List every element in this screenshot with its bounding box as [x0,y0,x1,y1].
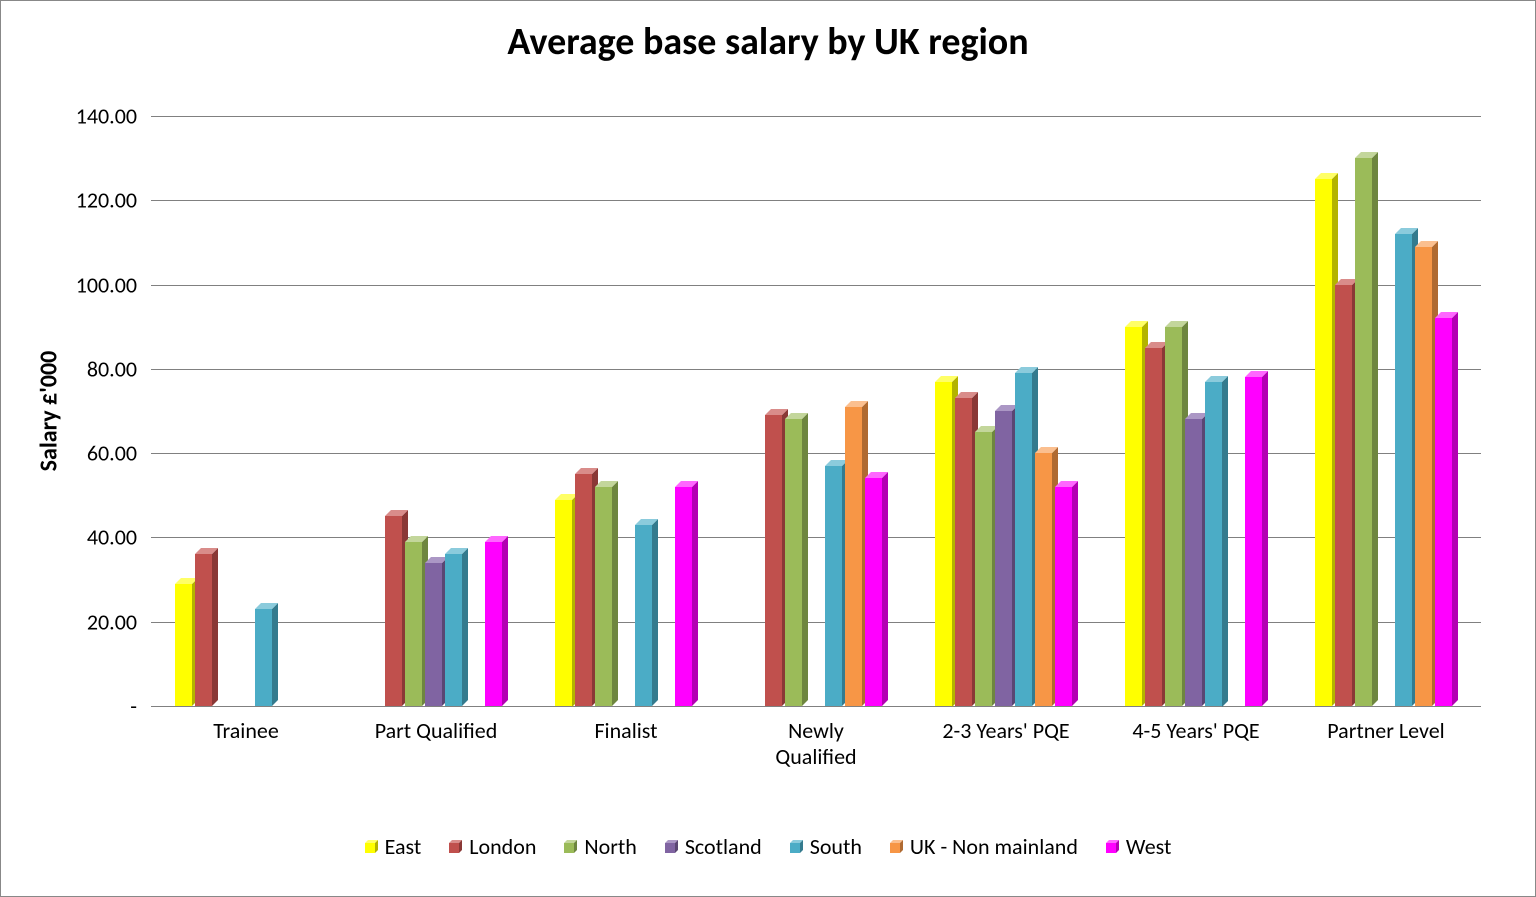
legend-label: UK - Non mainland [910,833,1078,860]
bar [935,382,952,707]
gridline [151,116,1481,117]
bar [1205,382,1222,707]
bar [175,584,192,706]
bar [675,487,692,706]
legend-item: North [564,833,636,860]
bar [485,542,502,706]
bar [1055,487,1072,706]
x-category-label: 2-3 Years' PQE [911,718,1101,744]
legend: East London North Scotland South UK - Non mai… [1,833,1535,860]
bar [1415,247,1432,706]
bar [865,478,882,706]
bar [635,525,652,706]
bar [575,474,592,706]
gridline [151,453,1481,454]
gridline [151,200,1481,201]
legend-swatch [449,840,462,853]
legend-swatch [365,840,378,853]
x-category-label: 4-5 Years' PQE [1101,718,1291,744]
bar [595,487,612,706]
x-category-label: Partner Level [1291,718,1481,744]
legend-label: North [584,833,636,860]
y-tick-label: 120.00 [76,187,137,214]
bar [445,554,462,706]
y-tick-label: 140.00 [76,103,137,130]
y-tick-label: 20.00 [87,608,137,635]
legend-swatch [665,840,678,853]
legend-label: South [810,833,862,860]
bar [825,466,842,706]
y-tick-label: 60.00 [87,440,137,467]
bar [255,609,272,706]
x-category-label: Finalist [531,718,721,744]
bar [955,398,972,706]
bar [995,411,1012,706]
y-tick-label: 40.00 [87,524,137,551]
x-category-label: Part Qualified [341,718,531,744]
gridline [151,537,1481,538]
bar [1335,285,1352,706]
bar [785,419,802,706]
legend-label: East [385,833,422,860]
legend-swatch [564,840,577,853]
legend-item: London [449,833,536,860]
bar [975,432,992,706]
y-tick-label: 100.00 [76,271,137,298]
x-category-label: NewlyQualified [721,718,911,771]
legend-label: West [1126,833,1171,860]
bar [1245,377,1262,706]
bar [1435,318,1452,706]
bar [405,542,422,706]
bar [1315,179,1332,706]
legend-item: Scotland [665,833,762,860]
chart-title: Average base salary by UK region [1,19,1535,65]
legend-swatch [790,840,803,853]
bar [1145,348,1162,706]
bar [1165,327,1182,706]
legend-item: West [1106,833,1171,860]
bar [1355,158,1372,706]
x-category-label: Trainee [151,718,341,744]
legend-label: Scotland [685,833,762,860]
bar [1125,327,1142,706]
bar [195,554,212,706]
plot-area: -20.0040.0060.0080.00100.00120.00140.00T… [151,116,1481,706]
y-tick-label: - [130,693,137,720]
gridline [151,706,1481,707]
bar [845,407,862,706]
y-axis-title: Salary £'000 [35,351,64,472]
legend-item: South [790,833,862,860]
bar [425,563,442,706]
bar [385,516,402,706]
bar [765,415,782,706]
legend-item: East [365,833,422,860]
gridline [151,622,1481,623]
bar [1185,419,1202,706]
legend-swatch [890,840,903,853]
y-tick-label: 80.00 [87,355,137,382]
chart-frame: Average base salary by UK region Salary … [0,0,1536,897]
legend-item: UK - Non mainland [890,833,1078,860]
bar [1035,453,1052,706]
bar [1395,234,1412,706]
gridline [151,369,1481,370]
gridline [151,285,1481,286]
legend-swatch [1106,840,1119,853]
legend-label: London [469,833,536,860]
bar [1015,373,1032,706]
bar [555,500,572,707]
